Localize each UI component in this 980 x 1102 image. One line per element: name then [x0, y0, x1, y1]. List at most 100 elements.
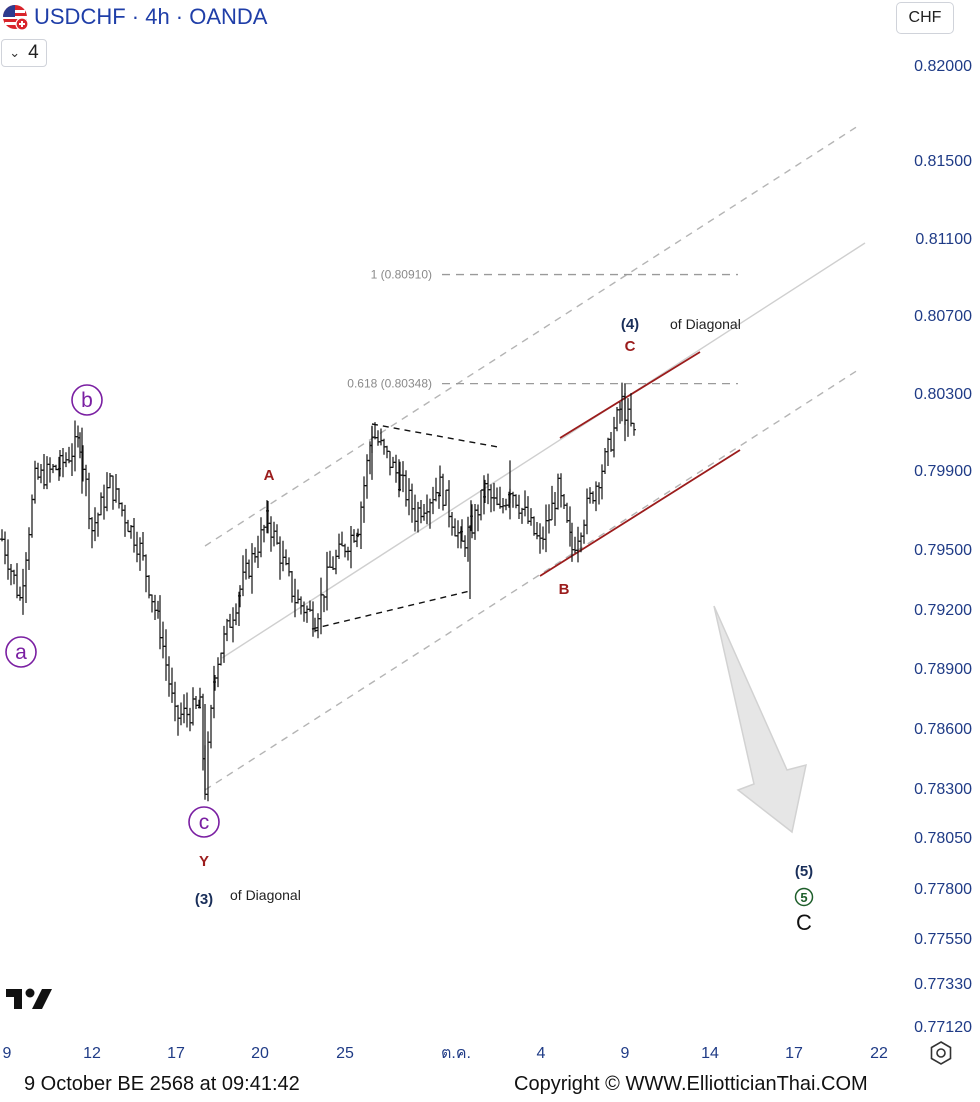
ohlc-bar: [425, 494, 429, 525]
wave-label-C_big: C: [796, 910, 812, 935]
ohlc-bar: [45, 456, 49, 490]
ohlc-bar: [144, 554, 148, 593]
ohlc-bar: [359, 501, 363, 549]
fib-level-label: 0.618 (0.80348): [347, 377, 432, 391]
wave-circle: [188, 806, 220, 838]
ohlc-bar: [150, 594, 154, 613]
ohlc-bar: [48, 457, 52, 483]
ohlc-bar: [431, 486, 435, 515]
ohlc-bar: [21, 568, 25, 615]
price-tick-label: 0.78050: [914, 830, 972, 847]
tradingview-logo-icon[interactable]: [6, 985, 54, 1011]
ohlc-bar: [479, 489, 483, 521]
symbol-title[interactable]: USDCHF · 4h · OANDA: [34, 4, 268, 29]
ohlc-bar: [42, 454, 46, 490]
ohlc-bar: [559, 473, 563, 508]
ohlc-bar: [407, 478, 411, 516]
ohlc-bar: [170, 667, 174, 703]
ohlc-bar: [541, 526, 545, 550]
ohlc-bar: [606, 437, 610, 466]
ohlc-bar: [376, 430, 380, 446]
price-tick-label: 0.80300: [914, 386, 972, 403]
triangle-lower-line: [311, 590, 471, 630]
price-tick-label: 0.78600: [914, 721, 972, 738]
ohlc-bar: [486, 473, 490, 505]
ohlc-bar: [272, 521, 276, 547]
time-tick-label: 9: [621, 1045, 630, 1062]
ohlc-bar: [305, 605, 309, 623]
gear-icon[interactable]: [928, 1040, 954, 1066]
ohlc-bar: [278, 536, 282, 580]
wave-label-a: a: [15, 641, 27, 664]
ohlc-bar: [281, 540, 285, 572]
ohlc-bar: [609, 432, 613, 452]
wave-label-c: c: [199, 811, 210, 834]
ohlc-bar: [511, 491, 515, 508]
ohlc-bar: [241, 555, 245, 597]
ohlc-bar: [523, 490, 527, 517]
chevron-down-icon: ⌄: [9, 45, 21, 60]
ohlc-bar: [434, 477, 438, 502]
ohlc-bar: [228, 613, 232, 628]
upper-channel-line: [204, 125, 859, 547]
ohlc-bar: [463, 535, 467, 557]
price-tick-label: 0.79900: [914, 463, 972, 480]
ohlc-bar: [18, 586, 22, 601]
ohlc-bar: [188, 707, 192, 732]
ohlc-bar: [385, 445, 389, 459]
ohlc-bar: [259, 517, 263, 558]
wave-label-A: A: [264, 467, 275, 484]
collapse-indicators-button[interactable]: ⌄ 4: [1, 39, 47, 67]
ohlc-bar: [401, 461, 405, 493]
ohlc-bar: [346, 546, 350, 561]
ohlc-bar: [194, 696, 198, 709]
ohlc-bar: [319, 577, 323, 635]
time-tick-label: ต.ค.: [441, 1045, 471, 1062]
ohlc-bar: [632, 422, 636, 436]
ohlc-bar: [93, 507, 97, 542]
ohlc-bar: [444, 489, 448, 506]
ohlc-bar: [231, 607, 235, 643]
wave-label-B: B: [559, 581, 570, 598]
ohlc-bar: [225, 618, 229, 642]
time-tick-label: 20: [251, 1045, 269, 1062]
wave-label-Y: Y: [199, 853, 209, 870]
symbol-flag-icon: [2, 4, 29, 31]
ohlc-bar: [456, 520, 460, 549]
ohlc-bar: [167, 656, 171, 697]
wave-label-w5: (5): [795, 863, 813, 880]
ohlc-bar: [316, 613, 320, 639]
ohlc-bar: [450, 512, 454, 536]
ohlc-bar: [153, 594, 157, 620]
ohlc-bar: [132, 518, 136, 553]
ohlc-bar: [416, 501, 420, 533]
ohlc-bar: [476, 504, 480, 532]
ohlc-bar: [591, 491, 595, 504]
ohlc-bar: [209, 704, 213, 749]
ohlc-bar: [39, 464, 43, 484]
ohlc-bar: [90, 517, 94, 549]
ohlc-bar: [117, 488, 121, 509]
ohlc-bar: [498, 486, 502, 509]
candlestick-series: [0, 382, 636, 802]
chart-header: USDCHF · 4h · OANDA: [0, 0, 267, 34]
ohlc-bar: [27, 527, 31, 570]
ohlc-bar: [105, 472, 109, 512]
ohlc-bar: [173, 681, 177, 722]
time-axis: 9 12 17 20 25 ต.ค. 4 9 14 17 22: [3, 1045, 888, 1062]
price-tick-label: 0.81500: [914, 153, 972, 170]
snapshot-timestamp: 9 October BE 2568 at 09:41:42: [24, 1073, 300, 1095]
annotation-diag3: of Diagonal: [230, 887, 301, 903]
ohlc-bar: [504, 498, 508, 511]
ohlc-bar: [275, 524, 279, 545]
ohlc-bar: [15, 563, 19, 599]
red-upper-channel: [559, 351, 701, 439]
ohlc-bar: [111, 475, 115, 510]
currency-selector[interactable]: CHF: [896, 2, 954, 34]
ohlc-bar: [349, 526, 353, 569]
ohlc-bar: [244, 548, 248, 580]
ohlc-bar: [612, 416, 616, 458]
ohlc-bar: [394, 454, 398, 483]
ohlc-bar: [108, 473, 112, 489]
